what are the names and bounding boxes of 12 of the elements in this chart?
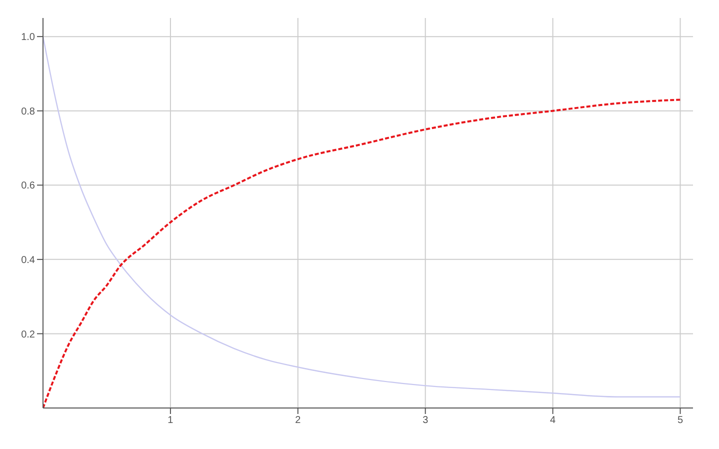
y-tick-label: 1.0 <box>21 32 36 44</box>
y-tick-label: 0.8 <box>21 106 36 118</box>
y-tick-label: 0.4 <box>21 254 36 266</box>
x-tick-label: 2 <box>295 415 302 426</box>
y-tick-label: 0.6 <box>21 180 36 192</box>
x-tick-label: 1 <box>168 415 174 426</box>
x-tick-label: 5 <box>677 415 684 426</box>
line-series <box>43 36 681 398</box>
x-tick-label: 4 <box>550 415 556 426</box>
x-tick-label: 3 <box>422 415 429 426</box>
line-series <box>43 98 682 408</box>
y-tick-label: 0.2 <box>21 329 36 340</box>
